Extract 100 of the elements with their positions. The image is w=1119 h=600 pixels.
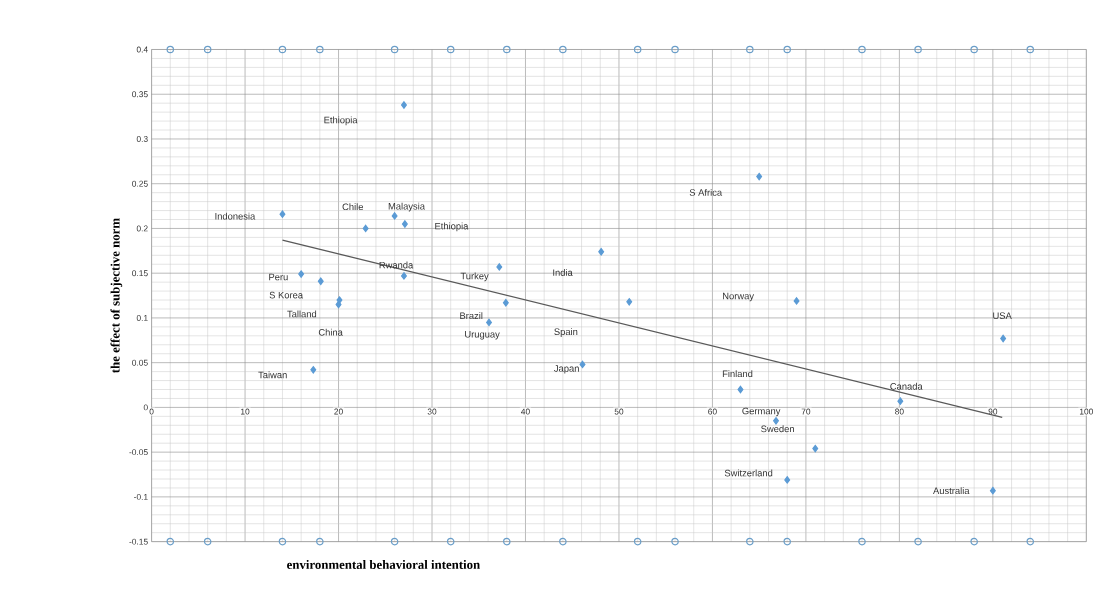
point: [783, 537, 791, 546]
annotation: Norway: [723, 292, 754, 302]
point: [756, 172, 763, 181]
point: [746, 537, 754, 546]
point: [400, 272, 407, 280]
annotation: S Africa: [689, 188, 723, 196]
point: [1000, 334, 1007, 343]
point: [633, 45, 642, 54]
point: [746, 45, 754, 54]
point: [390, 537, 399, 546]
x-tick-label: 0: [149, 408, 154, 415]
point: [503, 537, 511, 546]
x-tick-label: 80: [895, 408, 904, 415]
point: [502, 298, 509, 307]
x-tick-label: 70: [801, 408, 811, 415]
annotation: Japan: [554, 365, 579, 374]
annotation: Indonesia: [215, 212, 256, 220]
annotation: S Korea: [269, 291, 304, 299]
x-tick-label: 10: [241, 408, 250, 415]
point: [503, 45, 511, 54]
y-tick-label: 0.25: [132, 180, 148, 187]
annotation: Peru: [269, 273, 288, 281]
point: [1026, 537, 1035, 546]
point: [166, 537, 175, 546]
point: [773, 417, 779, 425]
point: [496, 263, 503, 271]
point: [166, 45, 175, 54]
point: [989, 486, 996, 495]
y-tick-label: 0.4: [136, 46, 148, 53]
point: [970, 45, 978, 54]
annotation: Switzerland: [724, 469, 773, 477]
point: [400, 101, 407, 109]
point: [784, 476, 791, 484]
annotation: USA: [993, 312, 1012, 320]
y-tick-label: 0.3: [136, 136, 148, 142]
point: [279, 210, 286, 218]
annotation: Finland: [722, 370, 753, 378]
annotation: Ethiopia: [435, 222, 469, 232]
x-tick-label: 20: [334, 408, 343, 415]
y-tick-label: 0.05: [132, 359, 148, 366]
point: [671, 45, 679, 54]
point: [858, 537, 866, 546]
point: [310, 366, 317, 374]
point: [671, 537, 679, 546]
point: [970, 537, 978, 546]
point: [858, 45, 866, 54]
annotation: Turkey: [460, 272, 489, 282]
point: [783, 45, 791, 54]
point: [1026, 45, 1035, 54]
point: [446, 537, 455, 546]
annotation: Chile: [342, 203, 364, 211]
point: [203, 45, 212, 54]
annotation: Malaysia: [388, 202, 425, 212]
y-tick-label: 0.1: [136, 314, 148, 321]
point: [812, 444, 819, 453]
point: [914, 537, 922, 546]
annotation: Rwanda: [379, 261, 414, 269]
x-tick-label: 60: [708, 408, 717, 415]
point: [203, 537, 212, 546]
y-tick-label: 0.2: [136, 225, 148, 232]
annotation: Spain: [554, 328, 578, 337]
point: [897, 397, 904, 405]
annotation: Taiwan: [258, 371, 287, 379]
point: [401, 220, 408, 228]
annotation: India: [553, 269, 573, 276]
y-tick-label: 0.15: [132, 270, 148, 277]
annotation: Australia: [933, 487, 970, 495]
point: [559, 537, 567, 546]
x-tick-label: 90: [988, 408, 998, 415]
annotation: Uruguay: [465, 331, 500, 340]
annotation: Talland: [287, 310, 317, 318]
annotation: China: [318, 328, 343, 336]
annotation: Ethiopia: [324, 116, 358, 126]
annotation: Brazil: [460, 312, 483, 320]
x-tick-label: 100: [1079, 408, 1093, 415]
y-tick-label: -0.05: [129, 449, 148, 456]
x-axis-title: environmental behavioral intention: [287, 559, 480, 569]
point: [316, 537, 324, 546]
point: [390, 45, 399, 54]
x-tick-label: 40: [521, 408, 530, 415]
y-tick-label: -0.15: [129, 538, 148, 545]
annotation: Sweden: [761, 425, 794, 433]
point: [737, 385, 744, 394]
x-tick-label: 30: [427, 408, 437, 415]
point: [914, 45, 922, 54]
point: [298, 270, 305, 278]
annotation: Canada: [890, 382, 923, 390]
point: [579, 360, 586, 369]
y-tick-label: 0.35: [132, 91, 148, 98]
point: [446, 45, 455, 54]
point: [559, 45, 567, 54]
point: [335, 300, 342, 309]
point: [391, 212, 398, 220]
point: [278, 45, 287, 54]
point: [486, 318, 493, 327]
point: [793, 297, 800, 305]
point: [362, 224, 369, 233]
point: [598, 247, 605, 256]
point: [626, 298, 633, 306]
x-tick-label: 50: [614, 408, 624, 415]
